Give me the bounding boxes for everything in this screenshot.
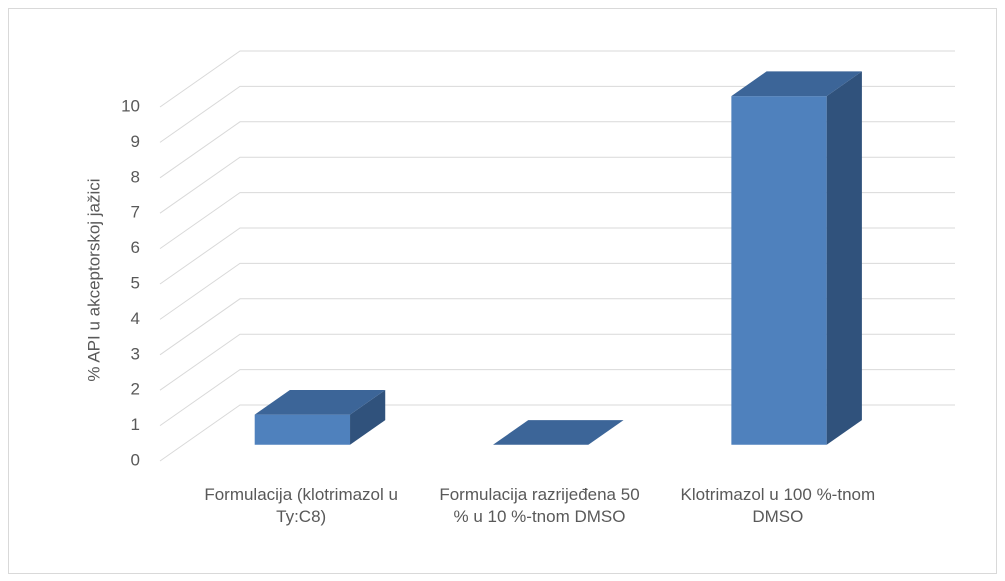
- bar: [254, 390, 386, 445]
- y-tick-label: 8: [131, 167, 140, 186]
- y-tick-label: 5: [131, 273, 140, 292]
- grid-line: [159, 156, 955, 214]
- grid-line: [159, 369, 955, 427]
- grid-line: [159, 227, 955, 285]
- bar-front: [254, 414, 351, 445]
- bar: [731, 71, 862, 445]
- grid-line: [159, 85, 955, 143]
- grid-line: [159, 298, 955, 356]
- bar-top: [254, 390, 386, 415]
- bar-side: [826, 71, 862, 445]
- y-tick-label: 2: [131, 380, 140, 399]
- grid-line: [159, 192, 955, 250]
- chart-border: [8, 8, 997, 574]
- y-axis-label: % API u akceptorskoj jažici: [84, 178, 103, 381]
- grid-line: [159, 50, 955, 108]
- y-tick-label: 1: [131, 415, 140, 434]
- bar-side: [350, 390, 386, 445]
- bar-top: [493, 420, 624, 445]
- x-tick-label: Formulacija (klotrimazol u Ty:C8): [204, 485, 398, 526]
- y-tick-label: 0: [131, 450, 140, 469]
- x-tick-label: Klotrimazol u 100 %-tnom DMSO: [680, 485, 876, 526]
- bar-top: [731, 71, 862, 97]
- y-tick-label: 10: [121, 96, 140, 115]
- grid-line: [159, 262, 955, 320]
- grid-line: [159, 404, 955, 462]
- y-tick-label: 4: [131, 309, 140, 328]
- grid-line: [159, 333, 955, 391]
- y-tick-label: 9: [131, 132, 140, 151]
- y-tick-label: 3: [131, 344, 140, 363]
- bar-front: [731, 96, 827, 445]
- x-tick-label: Formulacija razrijeđena 50 % u 10 %-tnom…: [439, 485, 640, 526]
- grid-line: [159, 121, 955, 179]
- bar: [493, 420, 624, 445]
- y-tick-label: 7: [131, 203, 140, 222]
- y-tick-label: 6: [131, 238, 140, 257]
